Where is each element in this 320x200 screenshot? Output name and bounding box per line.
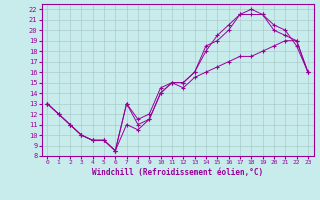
X-axis label: Windchill (Refroidissement éolien,°C): Windchill (Refroidissement éolien,°C) <box>92 168 263 177</box>
